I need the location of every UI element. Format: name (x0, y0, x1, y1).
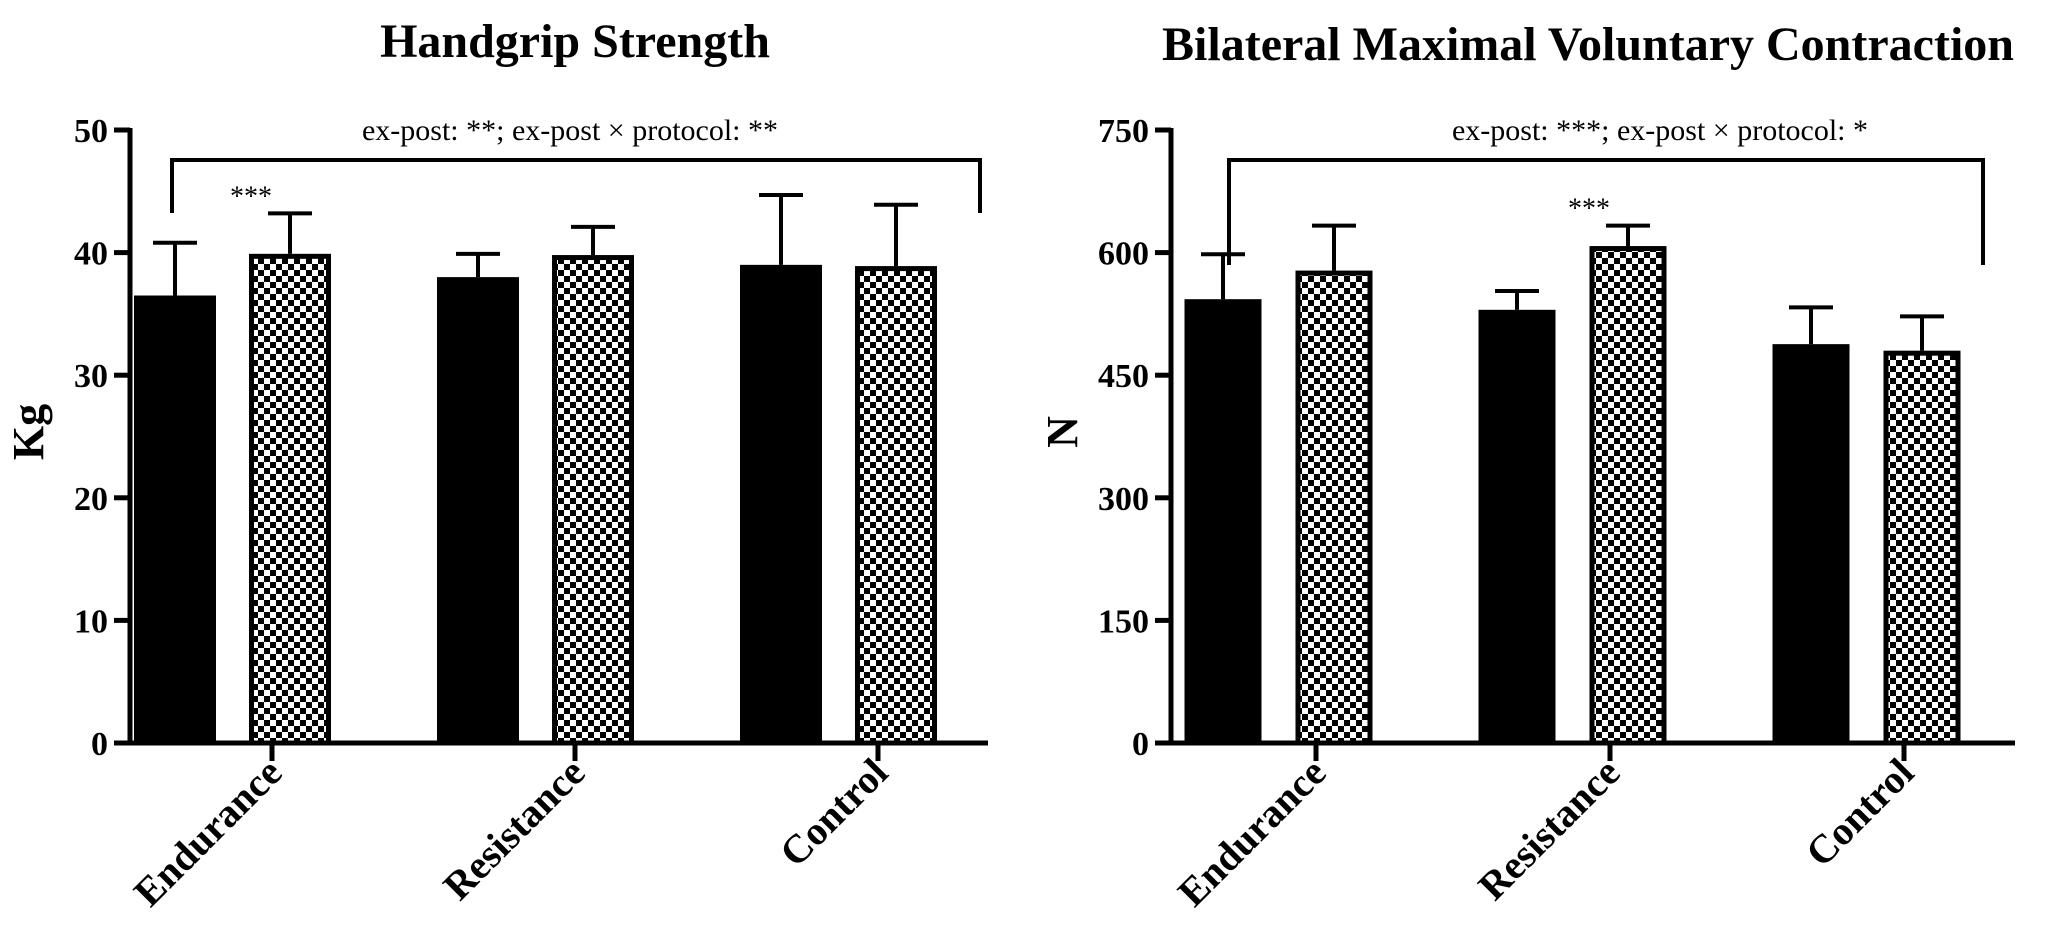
bar-pre-resistance (1478, 309, 1556, 743)
bar-pre-endurance (1184, 299, 1262, 743)
bar-post-resistance (1589, 246, 1667, 746)
significance-mark: *** (1568, 194, 1610, 225)
chart-title: Bilateral Maximal Voluntary Contraction (1162, 18, 2014, 71)
bar-post-resistance (552, 255, 634, 746)
x-tick-label-resistance: Resistance (1469, 750, 1628, 909)
chart-title: Handgrip Strength (380, 15, 770, 68)
chart-handgrip-strength: Handgrip Strength Kg ex-post: **; ex-pos… (4, 15, 988, 915)
y-tick-label: 50 (74, 113, 108, 150)
y-tick-label: 40 (74, 236, 108, 273)
bar-pre-endurance (134, 295, 216, 743)
y-tick-label: 10 (74, 603, 108, 640)
significance-bracket (1227, 158, 1985, 265)
bar-post-endurance (249, 253, 331, 746)
chart-bilateral-mvc: Bilateral Maximal Voluntary Contraction … (1038, 18, 2015, 915)
x-tick-label-endurance: Endurance (1169, 750, 1334, 915)
bar-post-control (1883, 350, 1961, 746)
y-tick-label: 600 (1098, 236, 1149, 273)
y-tick-label: 300 (1098, 481, 1149, 518)
y-tick-label: 0 (1132, 726, 1149, 763)
bar-post-endurance (1295, 270, 1373, 746)
bar-post-control (855, 266, 937, 746)
x-tick-label-resistance: Resistance (434, 750, 593, 909)
significance-bracket (170, 158, 982, 213)
x-tick-label-control: Control (1797, 750, 1923, 876)
significance-mark: *** (230, 181, 272, 212)
stat-annotation: ex-post: ***; ex-post × protocol: * (1452, 114, 1868, 147)
stat-annotation: ex-post: **; ex-post × protocol: ** (362, 114, 778, 147)
y-tick-label: 750 (1098, 113, 1149, 150)
y-axis-label: N (1038, 416, 1087, 448)
bar-pre-control (1772, 344, 1850, 743)
y-tick-label: 20 (74, 481, 108, 518)
y-axis-label: Kg (4, 404, 53, 460)
bar-pre-resistance (437, 277, 519, 743)
y-tick-label: 30 (74, 358, 108, 395)
y-tick-label: 450 (1098, 358, 1149, 395)
y-tick-label: 150 (1098, 603, 1149, 640)
x-tick-label-control: Control (771, 750, 897, 876)
y-tick-label: 0 (91, 726, 108, 763)
x-tick-label-endurance: Endurance (125, 750, 290, 915)
bar-pre-control (740, 264, 822, 743)
